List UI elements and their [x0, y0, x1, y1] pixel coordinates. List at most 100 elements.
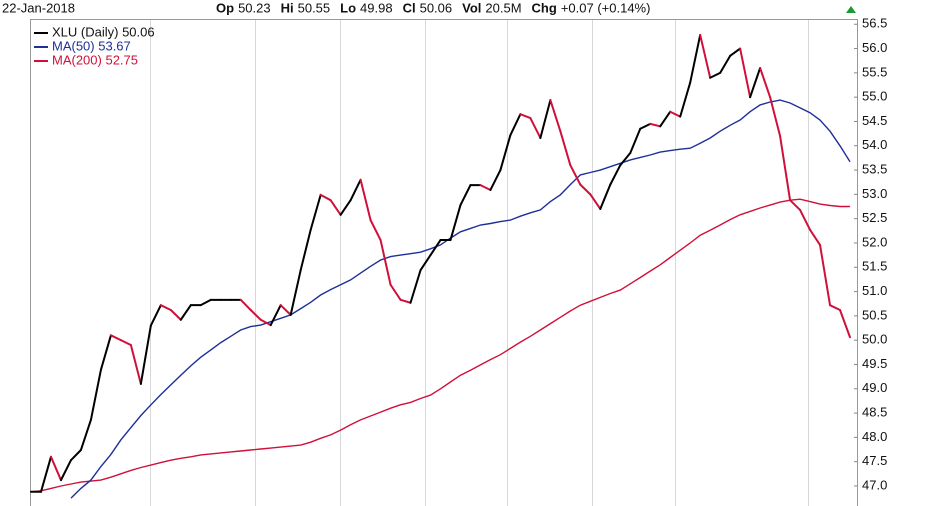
price-segment	[699, 33, 712, 79]
y-tick-label: 52.0	[862, 234, 887, 249]
price-segment	[799, 208, 812, 231]
price-segment	[159, 304, 172, 312]
price-segment	[39, 455, 52, 493]
price-segment	[659, 110, 672, 128]
y-tick-label: 47.0	[862, 477, 887, 492]
price-segment	[359, 178, 372, 222]
price-segment	[669, 110, 682, 118]
price-segment	[89, 368, 102, 421]
price-segment	[479, 184, 492, 191]
price-segment	[429, 239, 442, 257]
price-segment	[809, 228, 822, 246]
price-segment	[519, 113, 532, 120]
quote-label: Chg	[532, 0, 557, 15]
y-tick-label: 56.0	[862, 40, 887, 55]
y-tick-label: 53.0	[862, 186, 887, 201]
price-segment	[559, 130, 572, 167]
price-segment	[739, 47, 752, 99]
change-arrow	[846, 6, 856, 13]
legend-label: MA(200) 52.75	[52, 52, 138, 67]
price-segment	[759, 67, 772, 99]
price-segment	[419, 254, 432, 272]
quote-label: Vol	[462, 0, 481, 15]
price-segment	[569, 164, 582, 186]
price-segment	[549, 99, 562, 133]
price-segment	[69, 448, 82, 462]
quote-value: +0.07 (+0.14%)	[561, 0, 651, 15]
price-segment	[99, 334, 112, 371]
price-segment	[109, 334, 122, 342]
price-segment	[389, 283, 402, 301]
price-segment	[409, 269, 422, 304]
y-tick-label: 51.0	[862, 283, 887, 298]
price-segment	[199, 298, 212, 307]
price-segment	[119, 339, 132, 347]
y-tick-label: 48.0	[862, 429, 887, 444]
price-segment	[719, 54, 732, 74]
price-segment	[649, 122, 662, 128]
price-segment	[59, 459, 72, 482]
y-axis: 47.0 47.5 48.0 48.5 49.0 49.5 50.0 50.5 51.0 51.5…	[854, 16, 887, 492]
y-tick-label: 50.0	[862, 332, 887, 347]
y-tick-label: 52.5	[862, 210, 887, 225]
price-segment	[589, 193, 602, 210]
price-segment	[509, 113, 522, 137]
price-segment	[449, 204, 462, 242]
price-segment	[499, 134, 512, 172]
price-segment	[139, 324, 152, 385]
price-segment	[379, 239, 392, 286]
price-segment	[329, 199, 342, 216]
price-segment	[299, 228, 312, 272]
price-segment	[309, 193, 322, 231]
price-segment	[619, 152, 632, 167]
price-segment	[529, 117, 542, 139]
price-segment	[599, 183, 612, 210]
price-segment	[79, 418, 92, 451]
quote-label: Lo	[340, 0, 356, 15]
y-tick-label: 47.5	[862, 453, 887, 468]
price-segment	[539, 99, 552, 139]
price-segment	[369, 219, 382, 242]
quote: Op 50.23 Hi 50.55 Lo 49.98 Cl 50.06 Vol 20.5M Chg +…	[216, 0, 650, 15]
y-tick-label: 55.0	[862, 89, 887, 104]
price-segment	[729, 47, 742, 57]
quote-value: 50.55	[298, 0, 331, 15]
quote-label: Cl	[403, 0, 416, 15]
price-segment	[779, 135, 792, 202]
legend-label: MA(50) 53.67	[52, 38, 131, 53]
ma-line	[70, 99, 851, 499]
quote-label: Hi	[281, 0, 294, 15]
price-segment	[639, 122, 652, 130]
price-segment	[339, 199, 352, 216]
price-segment	[629, 127, 642, 155]
price-segment	[489, 169, 502, 191]
price-segment	[769, 96, 782, 138]
price-segment	[259, 318, 272, 327]
price-segment	[709, 71, 722, 79]
price-segment	[249, 309, 262, 321]
price-segment	[289, 269, 302, 316]
price-segment	[399, 298, 412, 304]
price-segment	[829, 304, 842, 312]
quote-value: 20.5M	[485, 0, 521, 15]
y-tick-label: 54.5	[862, 113, 887, 128]
price-segment	[169, 309, 182, 321]
price-segment	[179, 304, 192, 321]
price-segment	[679, 81, 692, 118]
price-segment	[689, 33, 702, 84]
v-grid	[150, 19, 809, 506]
y-tick-label: 51.5	[862, 259, 887, 274]
y-tick-label: 55.5	[862, 64, 887, 79]
price-segment	[819, 243, 832, 307]
y-tick-label: 49.0	[862, 380, 887, 395]
y-tick-label: 54.0	[862, 137, 887, 152]
y-tick-label: 48.5	[862, 404, 887, 419]
price-segment	[319, 193, 332, 202]
quote-value: 50.06	[420, 0, 453, 15]
price-segment	[269, 304, 282, 327]
y-tick-label: 50.5	[862, 307, 887, 322]
ma-line	[30, 198, 850, 493]
